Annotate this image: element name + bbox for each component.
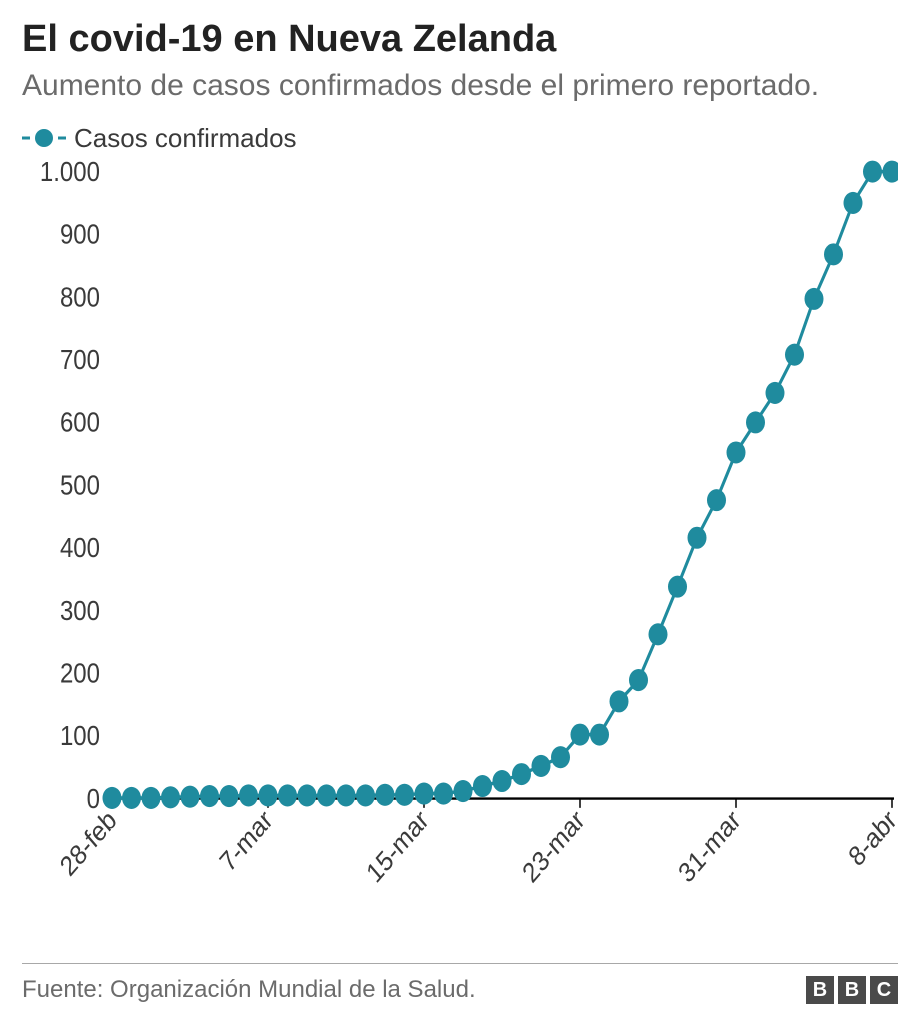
data-point <box>122 786 141 808</box>
data-line <box>112 171 892 797</box>
legend-marker-icon <box>22 127 66 149</box>
x-tick-label: 23-mar <box>517 803 591 888</box>
data-point <box>317 784 336 806</box>
data-point <box>766 381 785 403</box>
data-point <box>883 160 899 182</box>
y-tick-label: 800 <box>60 280 100 312</box>
y-tick-label: 200 <box>60 656 100 688</box>
data-point <box>103 786 122 808</box>
y-tick-label: 1.000 <box>40 160 100 187</box>
y-tick-label: 400 <box>60 531 100 563</box>
chart-footer: Fuente: Organización Mundial de la Salud… <box>22 963 898 1004</box>
data-point <box>824 243 843 265</box>
data-point <box>532 754 551 776</box>
data-point <box>473 774 492 796</box>
legend: Casos confirmados <box>22 123 898 154</box>
data-point <box>590 723 609 745</box>
data-point <box>746 411 765 433</box>
data-point <box>356 784 375 806</box>
data-point <box>181 785 200 807</box>
data-point <box>395 783 414 805</box>
bbc-logo-letter: C <box>870 976 898 1004</box>
y-tick-label: 100 <box>60 719 100 751</box>
source-text: Fuente: Organización Mundial de la Salud… <box>22 976 476 1004</box>
data-point <box>493 769 512 791</box>
data-point <box>298 784 317 806</box>
data-point <box>200 785 219 807</box>
x-tick-label: 15-mar <box>361 803 435 888</box>
data-point <box>161 786 180 808</box>
data-point <box>337 784 356 806</box>
data-point <box>239 784 258 806</box>
data-point <box>707 489 726 511</box>
line-chart-svg: 01002003004005006007008009001.00028-feb7… <box>22 160 898 950</box>
data-point <box>278 784 297 806</box>
y-tick-label: 600 <box>60 405 100 437</box>
chart-title: El covid-19 en Nueva Zelanda <box>22 18 898 61</box>
y-tick-label: 300 <box>60 594 100 626</box>
data-point <box>688 526 707 548</box>
x-tick-label: 31-mar <box>673 803 747 888</box>
legend-marker <box>22 127 66 149</box>
bbc-logo-letter: B <box>806 976 834 1004</box>
data-point <box>610 690 629 712</box>
y-tick-label: 500 <box>60 468 100 500</box>
data-point <box>863 160 882 182</box>
chart-plot-area: 01002003004005006007008009001.00028-feb7… <box>22 160 898 950</box>
data-point <box>844 191 863 213</box>
data-point <box>415 782 434 804</box>
data-point <box>629 669 648 691</box>
data-point <box>434 782 453 804</box>
bbc-logo-letter: B <box>838 976 866 1004</box>
data-point <box>259 784 278 806</box>
x-tick-label: 7-mar <box>214 803 278 877</box>
data-point <box>668 575 687 597</box>
data-point <box>551 746 570 768</box>
data-point <box>571 723 590 745</box>
data-point <box>376 783 395 805</box>
y-tick-label: 900 <box>60 217 100 249</box>
chart-subtitle: Aumento de casos confirmados desde el pr… <box>22 67 898 105</box>
x-tick-label: 8-abr <box>843 803 898 872</box>
data-point <box>649 623 668 645</box>
bbc-logo: B B C <box>806 976 898 1004</box>
data-point <box>512 763 531 785</box>
y-tick-label: 700 <box>60 343 100 375</box>
data-point <box>785 343 804 365</box>
data-point <box>220 785 239 807</box>
data-point <box>727 441 746 463</box>
x-tick-label: 28-feb <box>54 803 122 882</box>
data-point <box>454 780 473 802</box>
data-point <box>142 786 161 808</box>
data-point <box>805 287 824 309</box>
chart-container: El covid-19 en Nueva Zelanda Aumento de … <box>0 0 920 1020</box>
legend-label: Casos confirmados <box>74 123 297 154</box>
